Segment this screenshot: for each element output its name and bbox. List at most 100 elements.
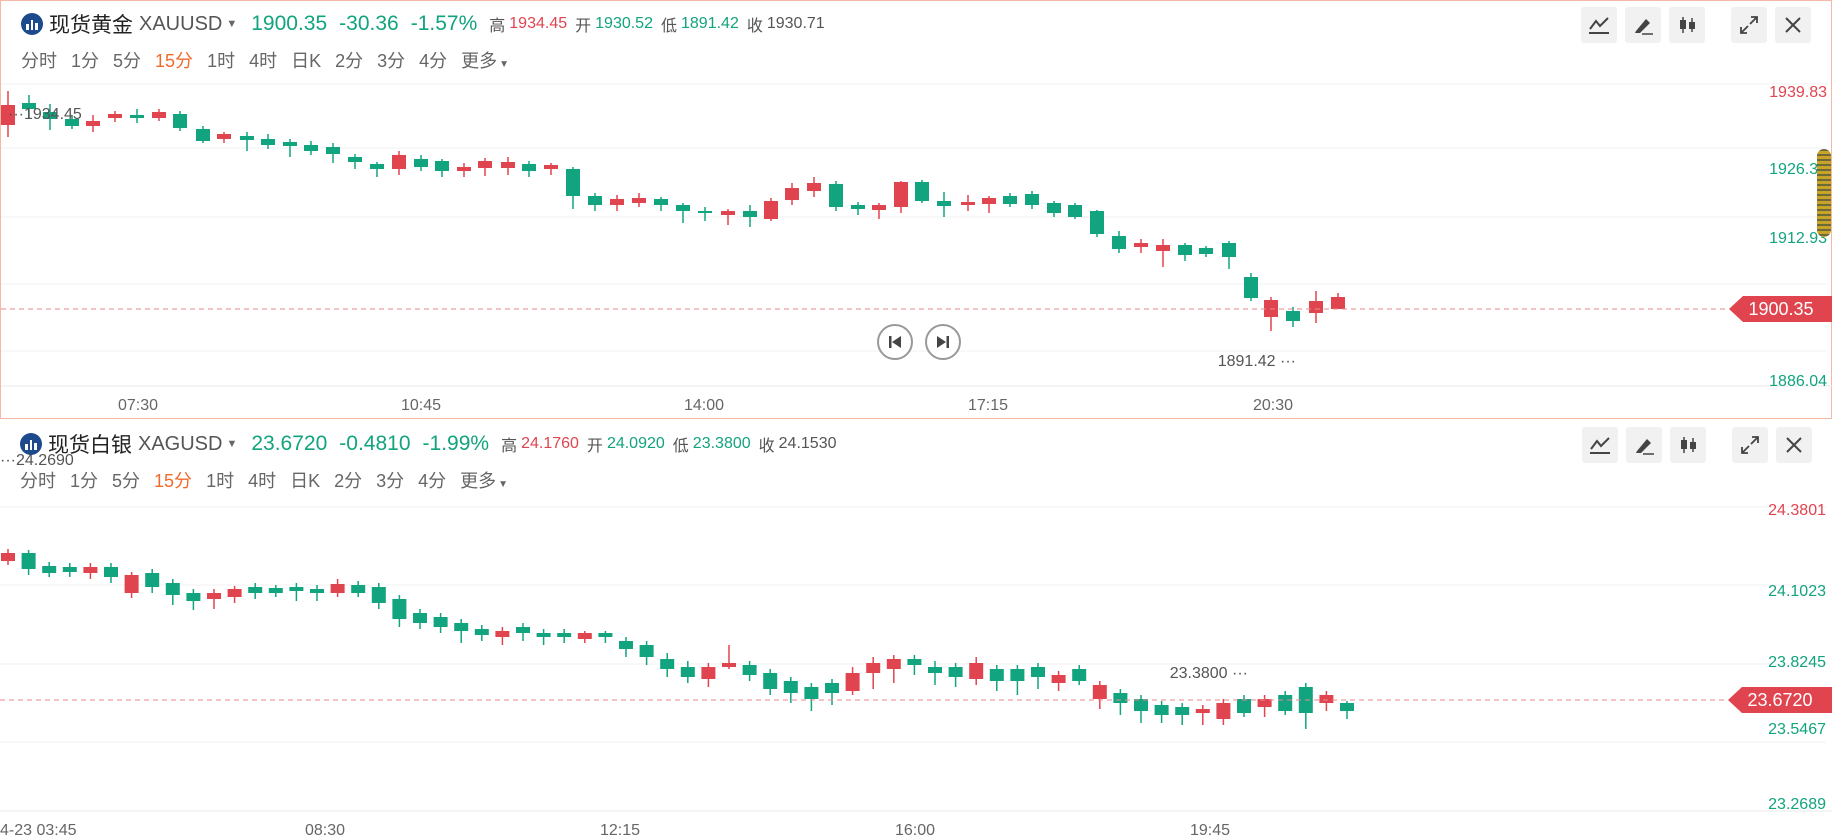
current-price-label: 1900.35 <box>1748 299 1813 319</box>
current-price-tag <box>1729 296 1832 322</box>
candle-body <box>83 567 98 573</box>
period-tab[interactable]: 3分 <box>377 51 406 71</box>
candle-body <box>982 198 996 204</box>
close-button[interactable] <box>1775 7 1811 43</box>
candle-body <box>173 114 187 128</box>
silver-kline-chart[interactable]: 24.3801 24.1023 23.8245 23.5467 23.2689 4-23 … <box>0 421 1832 837</box>
candle-body <box>680 667 695 677</box>
brand-logo-icon <box>20 433 42 455</box>
candle-body <box>516 627 530 633</box>
period-tabs: 分时 1分 5分 15分 1时 4时 日K 2分 3分 4分 更多 ▼ <box>20 467 522 493</box>
candle-body <box>845 673 860 691</box>
price-axis-scrollbar[interactable] <box>1817 149 1831 237</box>
candle-body <box>501 162 515 168</box>
last-price: 1900.35 <box>251 12 328 35</box>
candle-body <box>588 196 602 205</box>
indicator-button[interactable] <box>1581 7 1617 43</box>
candle-body <box>1068 205 1082 217</box>
symbol-name[interactable]: 现货黄金 <box>49 14 133 37</box>
candle-body <box>283 142 297 146</box>
candle-body <box>948 667 963 677</box>
x-tick-label: 20:30 <box>1253 397 1293 414</box>
candle-body <box>654 199 668 205</box>
period-tab[interactable]: 1分 <box>71 51 100 71</box>
draw-button[interactable] <box>1625 7 1661 43</box>
candle-body <box>1112 236 1126 249</box>
candle-body <box>544 165 558 169</box>
candle-body <box>619 641 633 649</box>
period-tab[interactable]: 4分 <box>419 51 448 71</box>
period-tab[interactable]: 3分 <box>376 471 405 491</box>
max-price-annotation: ···1934.45 <box>8 106 82 123</box>
expand-button[interactable] <box>1732 427 1768 463</box>
y-tick-label: 23.2689 <box>1768 796 1826 813</box>
candle-body <box>742 665 757 675</box>
gold-kline-chart[interactable]: 1939.83 1926.38 1912.93 1886.04 07:30 10:45 14… <box>1 1 1832 420</box>
candle-body <box>722 663 736 667</box>
symbol-code[interactable]: XAGUSD <box>138 432 223 455</box>
period-tab[interactable]: 4时 <box>249 51 278 71</box>
candle-body <box>577 633 592 639</box>
y-tick-label: 1886.04 <box>1769 373 1827 390</box>
period-tab-active[interactable]: 15分 <box>155 51 194 71</box>
candle-body <box>1216 703 1231 719</box>
period-tab[interactable]: 日K <box>290 471 321 491</box>
candle-body <box>1010 669 1025 681</box>
y-tick-label: 1912.93 <box>1769 230 1827 247</box>
more-periods-dropdown[interactable]: 更多 ▼ <box>460 467 508 493</box>
period-tab[interactable]: 4时 <box>248 471 277 491</box>
gold-chart-panel: 1939.83 1926.38 1912.93 1886.04 07:30 10:45 14… <box>0 0 1832 419</box>
candle-body <box>866 663 881 673</box>
candle-body <box>764 201 778 219</box>
period-tab-active[interactable]: 15分 <box>154 471 193 491</box>
candle-body <box>1025 194 1039 205</box>
period-tab[interactable]: 分时 <box>21 51 57 71</box>
period-tab[interactable]: 分时 <box>20 471 56 491</box>
candle-body <box>21 553 36 569</box>
candle-style-button[interactable] <box>1669 7 1705 43</box>
candle-body <box>370 164 384 169</box>
period-tab[interactable]: 2分 <box>335 51 364 71</box>
period-tab[interactable]: 1时 <box>207 51 236 71</box>
draw-button[interactable] <box>1626 427 1662 463</box>
candle-body <box>1047 203 1061 213</box>
candle-body <box>676 205 690 211</box>
candle-body <box>261 139 275 145</box>
chevron-down-icon: ▼ <box>498 479 509 490</box>
candle-body <box>108 114 122 118</box>
candle-body <box>989 669 1004 681</box>
period-tab[interactable]: 4分 <box>418 471 447 491</box>
period-tab[interactable]: 2分 <box>334 471 363 491</box>
close-button[interactable] <box>1776 427 1812 463</box>
y-tick-label: 1939.83 <box>1769 84 1827 101</box>
indicator-button[interactable] <box>1582 427 1618 463</box>
candle-body <box>457 167 471 171</box>
candle-body <box>371 587 386 603</box>
candle-body <box>1195 709 1210 713</box>
period-tab[interactable]: 日K <box>291 51 322 71</box>
candle-body <box>639 645 654 657</box>
gold-quote-header: 现货黄金 XAUUSD ▼ 1900.35 -30.36 -1.57% 高 19… <box>21 11 833 37</box>
open-value: 24.0920 <box>606 435 665 452</box>
period-tab[interactable]: 1时 <box>206 471 235 491</box>
expand-icon <box>1741 436 1759 454</box>
scroll-back-button[interactable] <box>877 324 913 360</box>
y-tick-label: 23.5467 <box>1768 721 1826 738</box>
candle-body <box>557 633 572 637</box>
more-periods-dropdown[interactable]: 更多 ▼ <box>461 47 509 73</box>
silver-quote-header: 现货白银 XAGUSD ▼ 23.6720 -0.4810 -1.99% 高 2… <box>20 431 845 457</box>
period-tab[interactable]: 5分 <box>112 471 141 491</box>
expand-button[interactable] <box>1731 7 1767 43</box>
symbol-name[interactable]: 现货白银 <box>48 434 132 457</box>
x-tick-label: 17:15 <box>968 397 1008 414</box>
period-tab[interactable]: 5分 <box>113 51 142 71</box>
candle-style-button[interactable] <box>1670 427 1706 463</box>
symbol-dropdown-icon[interactable]: ▼ <box>226 18 238 30</box>
symbol-code[interactable]: XAUUSD <box>139 12 223 35</box>
period-tab[interactable]: 1分 <box>70 471 99 491</box>
candle-body <box>22 103 36 109</box>
symbol-dropdown-icon[interactable]: ▼ <box>226 438 238 450</box>
candle-body <box>1154 705 1169 715</box>
scroll-forward-button[interactable] <box>925 324 961 360</box>
high-label: 高 <box>501 438 518 455</box>
